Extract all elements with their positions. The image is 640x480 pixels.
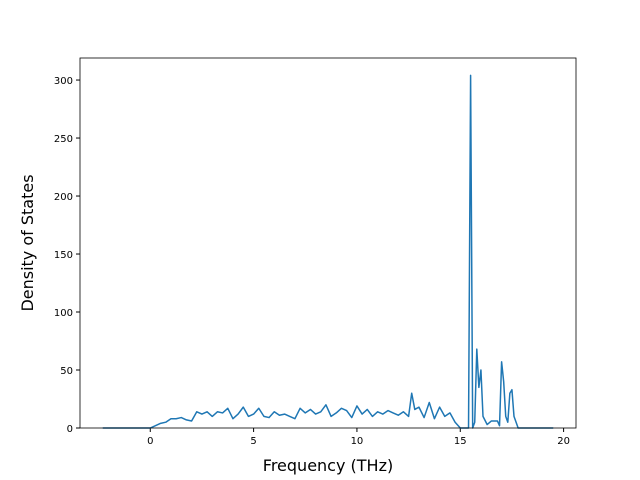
x-tick-label: 5 [250,436,256,447]
y-tick-label: 150 [54,250,73,261]
y-tick-label: 200 [54,192,73,203]
plot-frame [79,57,577,429]
x-tick-label: 10 [351,436,364,447]
y-tick-label: 300 [54,76,73,87]
line [102,74,554,429]
x-tick-label: 15 [454,436,467,447]
y-tick-label: 0 [67,424,73,435]
x-tick-label: 20 [557,436,570,447]
y-axis-label: Density of States [18,174,37,311]
x-tick-label: 0 [147,436,153,447]
x-axis-label: Frequency (THz) [263,456,393,475]
y-tick-label: 250 [54,134,73,145]
y-tick-label: 50 [60,366,73,377]
y-tick-label: 100 [54,308,73,319]
